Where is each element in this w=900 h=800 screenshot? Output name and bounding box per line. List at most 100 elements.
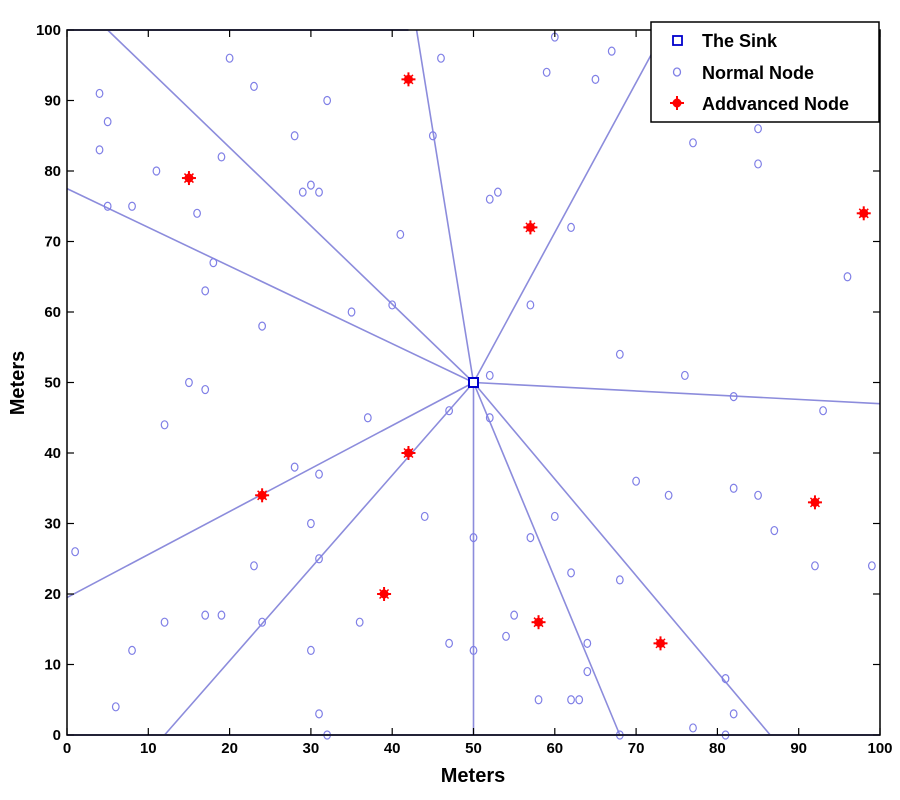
normal-node-point <box>534 695 543 705</box>
normal-node-point <box>583 638 592 648</box>
x-tick-label: 50 <box>465 740 482 757</box>
legend-sink-label: The Sink <box>702 31 778 51</box>
normal-node-point <box>193 208 201 218</box>
y-tick-label: 0 <box>53 727 61 744</box>
normal-node-point <box>689 723 697 733</box>
normal-node-point <box>542 67 551 77</box>
normal-node-point <box>258 617 267 627</box>
legend-box <box>650 21 880 123</box>
sector-line <box>472 382 621 736</box>
normal-node-point <box>567 695 575 705</box>
normal-node-point <box>323 95 332 106</box>
normal-node-point <box>729 392 738 402</box>
normal-node-point <box>185 377 193 388</box>
x-tick-label: 70 <box>628 740 645 757</box>
y-tick-label: 30 <box>44 516 61 533</box>
normal-node-point <box>290 462 299 472</box>
normal-node-point <box>493 187 502 197</box>
normal-node-point <box>754 124 762 134</box>
advanced-node-point <box>531 615 546 630</box>
normal-node-point <box>689 138 697 148</box>
normal-node-point <box>201 286 210 296</box>
normal-node-point <box>721 673 730 684</box>
normal-node-point <box>315 709 323 719</box>
normal-node-point <box>388 300 397 310</box>
normal-node-point <box>445 638 454 648</box>
sector-line <box>472 381 771 736</box>
advanced-node-point <box>377 587 392 601</box>
normal-node-point <box>315 187 323 197</box>
y-tick-label: 20 <box>44 586 61 603</box>
y-tick-label: 10 <box>44 657 61 674</box>
sector-line <box>473 381 881 405</box>
normal-node-point <box>615 575 624 585</box>
sector-line <box>107 29 475 384</box>
y-axis-label: Meters <box>7 351 29 415</box>
normal-node-point <box>485 413 494 423</box>
sector-line <box>66 187 474 384</box>
normal-node-point <box>258 321 267 331</box>
advanced-node-point <box>807 495 822 510</box>
x-tick-label: 60 <box>546 740 563 757</box>
normal-node-point <box>152 166 161 176</box>
x-tick-label: 90 <box>790 740 807 757</box>
normal-node-point <box>428 131 437 141</box>
advanced-node-point <box>401 72 416 87</box>
normal-node-point <box>209 258 218 268</box>
sink-node-point <box>468 377 479 388</box>
advanced-node-point <box>653 636 668 651</box>
legend-advanced-label: Addvanced Node <box>702 94 849 114</box>
normal-node-point <box>315 554 323 564</box>
advanced-node-point <box>401 446 416 460</box>
x-tick-label: 100 <box>867 740 892 757</box>
normal-node-point <box>160 420 169 430</box>
normal-node-point <box>583 666 592 677</box>
normal-node-point <box>315 469 323 479</box>
axis-ticks: 0 10 20 30 40 50 60 70 80 90 100 0 10 20 30 40 50 60 70 80 9… <box>36 22 893 757</box>
y-tick-label: 90 <box>44 93 61 110</box>
normal-node-point <box>680 370 689 381</box>
normal-node-point <box>469 645 478 656</box>
normal-node-point <box>729 709 738 719</box>
normal-node-point <box>567 222 575 232</box>
normal-node-point <box>770 525 779 536</box>
normal-node-point <box>615 349 624 359</box>
normal-node-point <box>250 561 258 571</box>
normal-node-point <box>550 511 559 522</box>
normal-node-point <box>201 384 210 395</box>
legend: The Sink Normal Node Addvanced Node <box>650 21 880 123</box>
normal-node-point <box>250 81 258 92</box>
normal-node-point <box>485 370 494 381</box>
normal-node-point <box>307 180 315 190</box>
advanced-node-point <box>856 206 871 221</box>
legend-sink-icon <box>672 35 683 46</box>
normal-node-point <box>469 532 478 543</box>
normal-node-point <box>567 568 575 578</box>
normal-node-point <box>217 610 226 620</box>
normal-node-point <box>420 511 429 522</box>
x-tick-label: 40 <box>384 740 401 757</box>
legend-advanced-icon <box>670 96 684 110</box>
normal-node-point <box>363 413 372 423</box>
normal-node-point <box>307 518 315 529</box>
normal-node-point <box>298 187 307 197</box>
sink-point <box>468 377 479 388</box>
legend-normal-icon <box>672 67 682 77</box>
normal-node-point <box>754 159 762 169</box>
advanced-node-point <box>255 488 270 503</box>
normal-node-point <box>217 152 226 162</box>
normal-node-point <box>103 117 112 127</box>
normal-node-point <box>754 490 762 500</box>
normal-node-point <box>811 561 819 571</box>
normal-node-point <box>128 645 136 656</box>
normal-node-point <box>664 490 673 500</box>
normal-node-point <box>502 631 510 641</box>
normal-node-point <box>95 88 104 99</box>
normal-node-point <box>160 617 169 627</box>
normal-node-point <box>632 476 640 486</box>
normal-node-point <box>607 46 616 56</box>
y-tick-label: 80 <box>44 163 61 180</box>
sector-line <box>163 381 475 736</box>
normal-node-point <box>445 406 454 416</box>
